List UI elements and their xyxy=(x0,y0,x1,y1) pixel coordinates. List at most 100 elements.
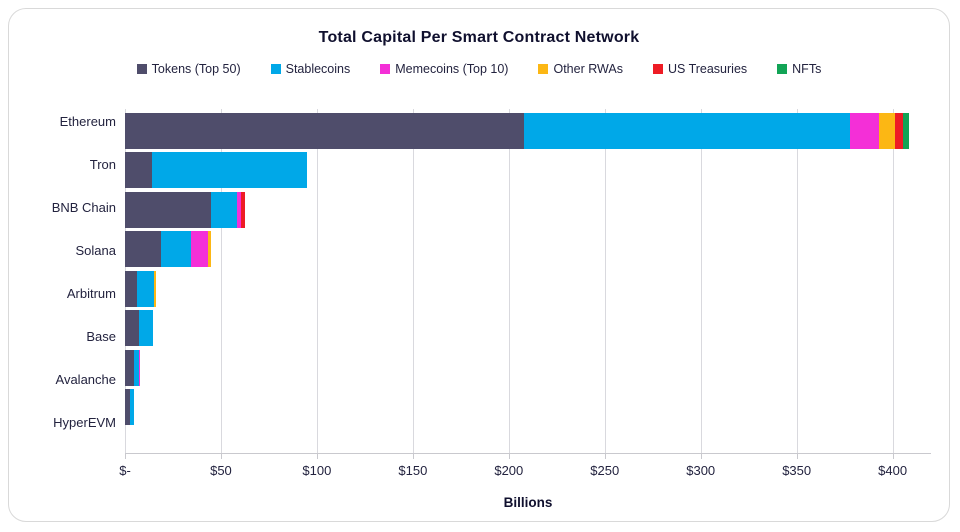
bar-row xyxy=(125,349,931,386)
axis-tick-mark xyxy=(796,453,798,459)
bar-segment xyxy=(237,191,242,228)
bar-segment xyxy=(903,112,909,149)
gridline xyxy=(892,109,894,453)
bar-segment xyxy=(125,112,525,149)
bar-segment xyxy=(894,112,904,149)
bar-row xyxy=(125,389,931,425)
category-label: Arbitrum xyxy=(66,286,116,301)
bar-segment xyxy=(208,231,212,267)
stacked-bar-ethereum xyxy=(125,112,931,149)
bar-segment xyxy=(153,270,156,307)
stacked-bar-avalanche xyxy=(125,349,931,386)
axis-tick-mark xyxy=(220,453,222,459)
axis-tick-mark xyxy=(508,453,510,459)
bar-segment xyxy=(191,231,209,267)
gridline xyxy=(508,109,510,453)
category-label: Ethereum xyxy=(59,114,116,129)
bar-row xyxy=(125,270,931,307)
stacked-bar-solana xyxy=(125,231,931,267)
legend-swatch-icon xyxy=(777,64,788,74)
legend-label: US Treasuries xyxy=(667,62,748,76)
stacked-bar-arbitrum xyxy=(125,270,931,307)
bar-segment xyxy=(129,389,135,425)
bar-segment xyxy=(850,112,880,149)
x-axis-title: Billions xyxy=(503,495,553,510)
x-tick-label: $250 xyxy=(590,463,620,478)
axis-tick-mark xyxy=(604,453,606,459)
stacked-bar-tron xyxy=(125,152,931,188)
bar-row xyxy=(125,191,931,228)
bar-segment xyxy=(241,191,245,228)
category-label: Tron xyxy=(89,157,116,172)
bar-row xyxy=(125,152,931,188)
axis-tick-mark xyxy=(700,453,702,459)
legend-swatch-icon xyxy=(136,64,147,74)
legend-item: Other RWAs xyxy=(538,62,623,76)
bar-segment xyxy=(161,231,192,267)
legend-label: Memecoins (Top 10) xyxy=(395,62,509,76)
bar-segment xyxy=(125,310,140,346)
bar-segment xyxy=(133,349,139,386)
axis-tick-mark xyxy=(892,453,894,459)
gridline xyxy=(700,109,702,453)
stacked-bar-hyperevm xyxy=(125,389,931,425)
bar-segment xyxy=(125,191,212,228)
legend-swatch-icon xyxy=(380,64,391,74)
stacked-bar-base xyxy=(125,310,931,346)
legend: Tokens (Top 50) Stablecoins Memecoins (Top… xyxy=(9,61,949,77)
chart-card: Total Capital Per Smart Contract Network… xyxy=(8,8,950,522)
legend-label: Stablecoins xyxy=(285,62,351,76)
bar-row xyxy=(125,112,931,149)
bar-rows xyxy=(125,109,931,429)
chart-title: Total Capital Per Smart Contract Network xyxy=(318,29,640,46)
legend-label: Other RWAs xyxy=(553,62,623,76)
bar-segment xyxy=(211,191,238,228)
legend-item: Stablecoins xyxy=(270,62,351,76)
legend-swatch-icon xyxy=(538,64,549,74)
bar-row xyxy=(125,231,931,267)
bar-segment xyxy=(524,112,851,149)
legend-item: Memecoins (Top 10) xyxy=(380,62,508,76)
x-tick-label: $300 xyxy=(686,463,716,478)
legend-label: NFTs xyxy=(792,62,822,76)
x-axis-ticks: $- $50 $100 $150 $200 $250 $300 $350 $400 xyxy=(119,463,931,479)
bar-segment xyxy=(139,310,153,346)
bar-segment xyxy=(125,389,130,425)
bar-segment xyxy=(136,270,154,307)
x-tick-label: $150 xyxy=(398,463,428,478)
legend-item: US Treasuries xyxy=(652,62,748,76)
gridline xyxy=(796,109,798,453)
legend-item: Tokens (Top 50) xyxy=(136,62,241,76)
gridline xyxy=(604,109,606,453)
bar-segment xyxy=(125,231,162,267)
legend-item: NFTs xyxy=(777,62,821,76)
legend-label: Tokens (Top 50) xyxy=(151,62,241,76)
category-label: Solana xyxy=(75,243,116,258)
stacked-bar-bnb-chain xyxy=(125,191,931,228)
category-label: HyperEVM xyxy=(53,415,116,430)
bar-segment xyxy=(125,152,152,188)
bar-segment xyxy=(879,112,895,149)
bar-segment xyxy=(138,349,141,386)
gridline xyxy=(412,109,414,453)
x-tick-label: $- xyxy=(119,463,131,478)
bar-segment xyxy=(151,152,308,188)
category-label: Avalanche xyxy=(55,372,116,387)
gridline xyxy=(316,109,318,453)
x-tick-label: $400 xyxy=(878,463,908,478)
legend-swatch-icon xyxy=(652,64,663,74)
bar-segment xyxy=(125,270,137,307)
x-tick-label: $50 xyxy=(210,463,232,478)
axis-tick-mark xyxy=(412,453,414,459)
axis-tick-mark xyxy=(125,453,126,459)
category-label: BNB Chain xyxy=(51,200,116,215)
gridline xyxy=(220,109,222,453)
bar-segment xyxy=(125,349,134,386)
bar-row xyxy=(125,310,931,346)
legend-swatch-icon xyxy=(270,64,281,74)
x-tick-label: $200 xyxy=(494,463,524,478)
x-tick-label: $350 xyxy=(782,463,812,478)
category-label: Base xyxy=(86,329,116,344)
axis-tick-mark xyxy=(316,453,318,459)
x-tick-label: $100 xyxy=(302,463,332,478)
